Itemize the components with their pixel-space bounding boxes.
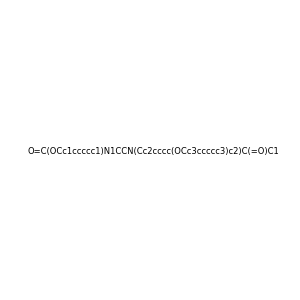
Text: O=C(OCc1ccccc1)N1CCN(Cc2cccc(OCc3ccccc3)c2)C(=O)C1: O=C(OCc1ccccc1)N1CCN(Cc2cccc(OCc3ccccc3)… (28, 147, 280, 156)
